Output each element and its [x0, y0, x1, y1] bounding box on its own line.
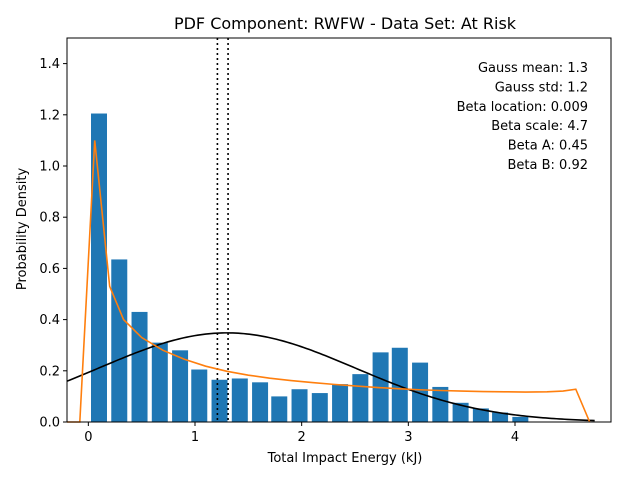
annotation-text: Beta A: 0.45	[508, 139, 588, 154]
chart-title: PDF Component: RWFW - Data Set: At Risk	[174, 14, 517, 33]
histogram-bar	[512, 416, 529, 422]
histogram-bar	[311, 393, 328, 422]
y-tick-label: 0.8	[39, 211, 60, 226]
histogram-bar	[492, 412, 509, 422]
annotation-text: Beta location: 0.009	[457, 100, 588, 115]
x-tick-label: 2	[298, 430, 306, 445]
histogram-bar	[432, 386, 449, 422]
annotation-text: Gauss std: 1.2	[495, 80, 588, 95]
histogram-bar	[452, 402, 469, 422]
y-tick-label: 0.0	[39, 416, 60, 431]
annotation-block: Gauss mean: 1.3 Gauss std: 1.2 Beta locati…	[457, 61, 588, 173]
histogram-bar	[252, 382, 269, 422]
annotation-text: Beta scale: 4.7	[491, 119, 588, 134]
y-tick-label: 0.2	[39, 364, 60, 379]
histogram-bar	[191, 369, 208, 422]
histogram-bar	[231, 378, 248, 422]
y-tick-label: 0.6	[39, 262, 60, 277]
histogram-bar	[291, 389, 308, 422]
histogram-bar	[332, 384, 349, 422]
beta-fit-line	[67, 140, 591, 423]
histogram-bar	[131, 311, 148, 422]
y-axis: 0.0 0.2 0.4 0.6 0.8 1.0 1.2 1.4	[39, 57, 67, 431]
x-axis: 0 1 2 3 4	[84, 422, 519, 445]
x-tick-label: 1	[191, 430, 199, 445]
histogram-bar	[211, 379, 228, 422]
histogram-bar	[172, 350, 189, 422]
x-tick-label: 3	[404, 430, 412, 445]
plot-area	[66, 37, 612, 423]
histogram-bar	[271, 396, 288, 422]
x-tick-label: 0	[84, 430, 92, 445]
y-tick-label: 1.0	[39, 160, 60, 175]
histogram-bar	[111, 259, 128, 422]
histogram-bar	[391, 347, 408, 422]
histogram-bar	[472, 408, 489, 422]
y-axis-label: Probability Density	[15, 168, 30, 291]
y-tick-label: 0.4	[39, 313, 60, 328]
histogram-bar	[151, 342, 168, 422]
histogram-bar	[412, 362, 429, 422]
x-tick-label: 4	[511, 430, 519, 445]
annotation-text: Beta B: 0.92	[508, 158, 589, 173]
y-tick-label: 1.4	[39, 57, 60, 72]
x-axis-label: Total Impact Energy (kJ)	[267, 451, 423, 466]
annotation-text: Gauss mean: 1.3	[478, 61, 588, 76]
axes-frame	[66, 37, 612, 423]
histogram-bar	[91, 113, 107, 423]
y-tick-label: 1.2	[39, 108, 60, 123]
histogram-bar	[352, 374, 369, 422]
